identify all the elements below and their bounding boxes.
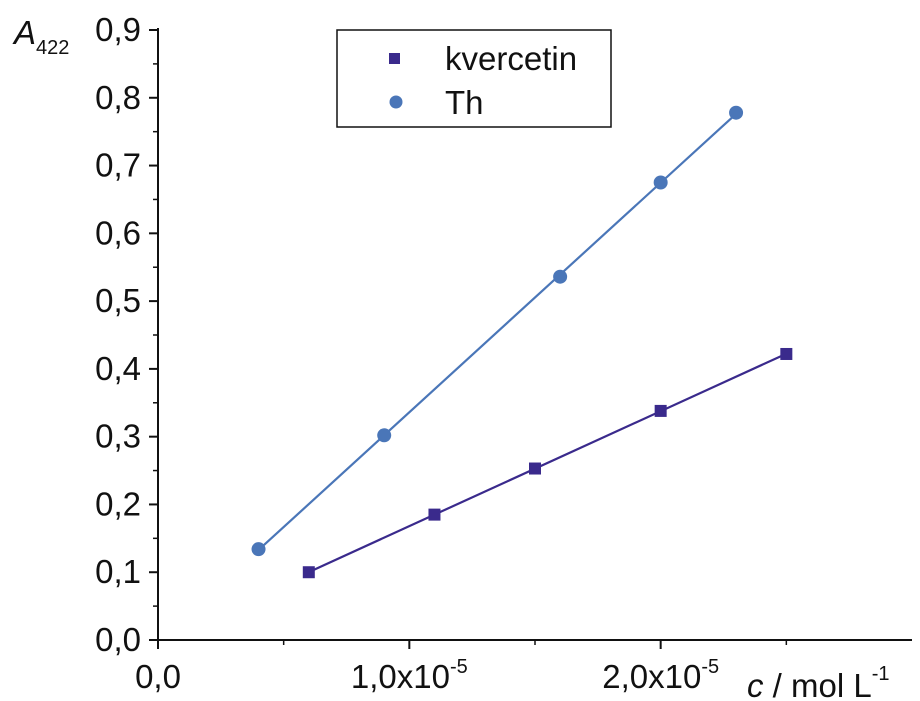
x-tick-exponent: -5 xyxy=(450,656,468,678)
x-axis-title: c / mol L-1 xyxy=(747,663,890,701)
x-tick-label: 1,0x10-5 xyxy=(351,656,468,695)
y-tick-label: 0,0 xyxy=(95,621,141,658)
legend-item-kvercetin: kvercetin xyxy=(389,40,577,77)
legend-label-kvercetin: kvercetin xyxy=(445,40,577,77)
y-tick-label: 0,1 xyxy=(95,553,141,590)
x-axis-title-symbol: c xyxy=(747,667,764,701)
fit-line-kvercetin xyxy=(308,352,787,574)
y-tick-label: 0,3 xyxy=(95,418,141,455)
y-tick-label: 0,7 xyxy=(95,147,141,184)
svg-text:c / mol L-1: c / mol L-1 xyxy=(747,663,890,701)
legend-marker-square xyxy=(389,53,400,64)
y-tick-label: 0,9 xyxy=(95,11,141,48)
x-tick-exponent: -5 xyxy=(701,656,719,678)
fit-lines xyxy=(257,113,787,574)
data-point-kvercetin xyxy=(302,566,315,579)
data-point-th xyxy=(377,428,392,443)
data-point-kvercetin xyxy=(529,462,541,475)
svg-text:A422: A422 xyxy=(12,14,69,59)
x-tick-label: 2,0x10-5 xyxy=(602,656,719,695)
x-axis-title-superscript: -1 xyxy=(872,663,890,685)
legend-label-th: Th xyxy=(445,84,484,121)
x-tick-label: 0,0 xyxy=(135,658,181,695)
x-tick-mantissa: 0,0 xyxy=(135,658,181,695)
y-tick-label: 0,8 xyxy=(95,79,141,116)
markers xyxy=(251,105,793,579)
y-tick-label: 0,2 xyxy=(95,485,141,522)
y-tick-label: 0,5 xyxy=(95,282,141,319)
data-point-th xyxy=(729,105,744,120)
x-tick-mantissa: 1,0x10 xyxy=(351,658,450,695)
x-tick-mantissa: 2,0x10 xyxy=(602,658,701,695)
y-axis-title-symbol: A xyxy=(12,14,36,51)
legend: kvercetin Th xyxy=(336,29,612,128)
axes: 0,00,10,20,30,40,50,60,70,80,90,0 1,0x10-… xyxy=(95,11,912,695)
data-point-th xyxy=(653,175,668,190)
legend-item-th: Th xyxy=(389,84,484,121)
y-tick-label: 0,4 xyxy=(95,350,141,387)
y-axis-title-subscript: 422 xyxy=(36,37,69,59)
data-point-th xyxy=(251,542,266,557)
legend-box xyxy=(336,29,612,128)
y-axis-title: A422 xyxy=(12,14,69,59)
data-point-kvercetin xyxy=(780,347,793,360)
legend-marker-circle xyxy=(389,95,403,109)
data-point-th xyxy=(553,269,568,284)
data-point-kvercetin xyxy=(428,508,441,521)
y-tick-label: 0,6 xyxy=(95,214,141,251)
data-point-kvercetin xyxy=(654,404,667,417)
x-axis-title-unit: / mol L xyxy=(764,667,872,701)
